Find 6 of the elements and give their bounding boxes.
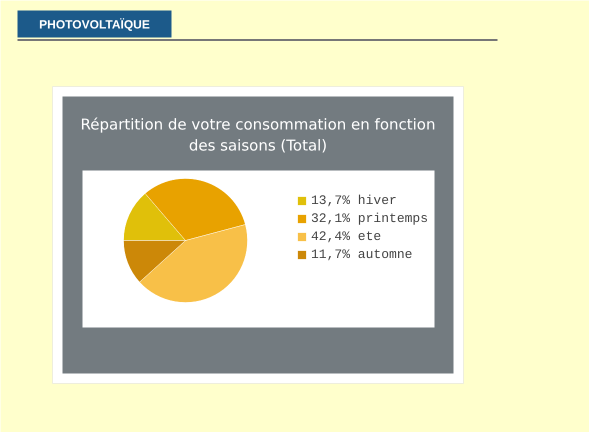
chart-title: Répartition de votre consommation en fonction des saisons (Total) <box>80 116 436 154</box>
legend-label: 11,7% automne <box>311 247 412 262</box>
legend-label: 32,1% printemps <box>311 211 428 226</box>
legend-label: 13,7% hiver <box>311 193 397 208</box>
text: PHOTOVOLTAÏQUE <box>39 18 150 32</box>
legend-label: 42,4% ete <box>311 229 382 244</box>
